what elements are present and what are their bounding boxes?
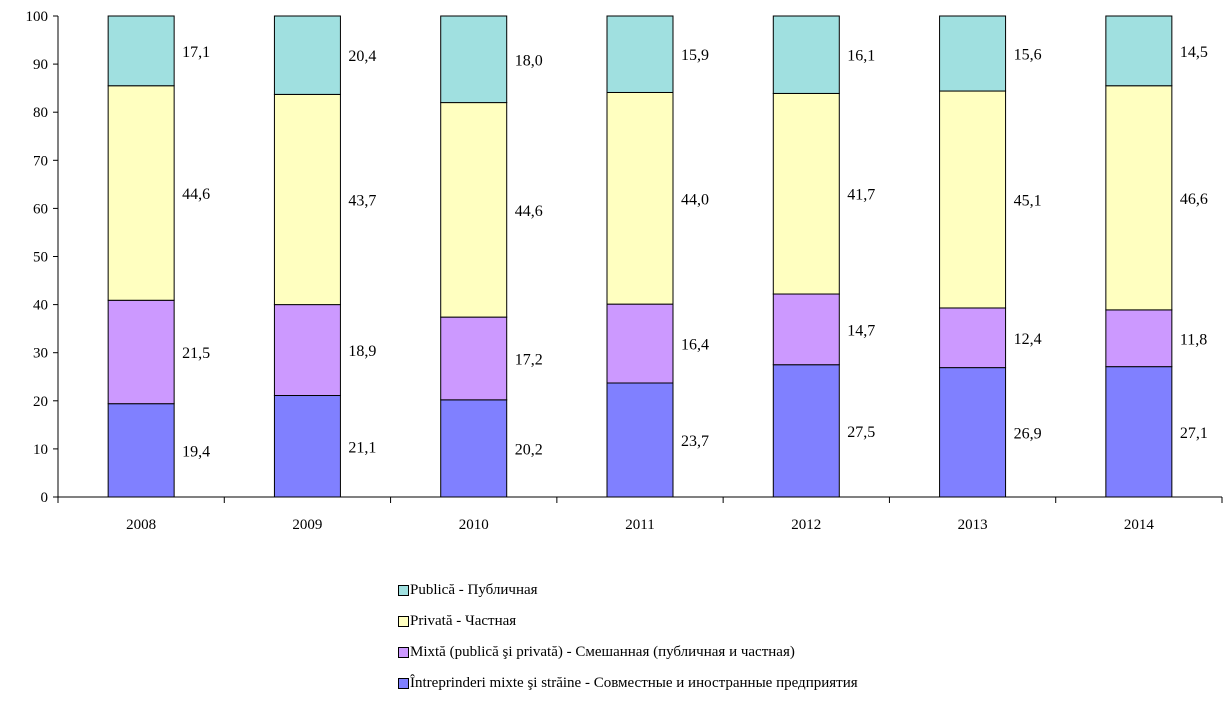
bar-segment [772,293,840,366]
data-label: 12,4 [1014,331,1042,348]
y-tick-label: 10 [33,442,48,458]
x-tick-label: 2011 [625,517,654,533]
bar-segment [440,102,508,318]
bar-segment [273,93,341,306]
bar-segment [107,15,175,87]
data-label: 16,1 [847,48,875,65]
data-label: 44,6 [182,186,210,203]
y-tick-label: 0 [41,490,49,506]
legend-item-joint-foreign: Întreprinderi mixte şi străine - Совмест… [398,673,1018,693]
y-tick-label: 100 [26,9,49,25]
y-tick-label: 70 [33,153,48,169]
data-label: 19,4 [182,443,210,460]
bar-segment [606,91,674,305]
data-label: 26,9 [1014,425,1042,442]
data-label: 17,2 [515,351,543,368]
bar-segment [107,299,175,405]
legend-item-mixed: Mixtă (publică şi privată) - Смешанная (… [398,642,1018,662]
data-label: 16,4 [681,337,709,354]
bar-segment [440,399,508,498]
data-label: 17,1 [182,44,210,61]
data-label: 14,7 [847,322,875,339]
y-tick-label: 40 [33,298,48,314]
bar-segment [1105,309,1173,368]
data-label: 15,9 [681,47,709,64]
data-label: 44,6 [515,203,543,220]
legend-swatch-mixed [398,647,409,658]
legend: Publică - Публичная Privată - Частная Mi… [398,580,1018,704]
legend-label-public: Publică - Публичная [410,582,538,598]
bar-segment [939,15,1007,92]
data-label: 21,5 [182,345,210,362]
data-label: 44,0 [681,191,709,208]
stacked-bar-chart: 0 10 20 30 40 50 60 70 80 90 100 2008 2009 2010 2011 20… [26,9,1223,533]
x-tick-label: 2014 [1124,517,1155,533]
y-tick-label: 90 [33,57,48,73]
bar-segment [273,395,341,498]
x-tick-label: 2009 [292,517,322,533]
data-label: 20,4 [348,48,376,65]
data-label: 27,5 [847,424,875,441]
bar-segment [1105,366,1173,498]
bar-segment [939,367,1007,498]
x-tick-label: 2010 [459,517,489,533]
x-tick-label: 2008 [126,517,156,533]
y-tick-label: 20 [33,394,48,410]
bar-segment [107,85,175,301]
y-tick-label: 30 [33,346,48,362]
data-label: 41,7 [847,187,875,204]
bar-segment [772,364,840,498]
bar-segment [772,15,840,94]
legend-item-private: Privată - Частная [398,611,1018,631]
y-tick-label: 60 [33,201,48,217]
data-label: 18,9 [348,343,376,360]
data-label: 11,8 [1180,331,1207,348]
bar-segment [440,15,508,104]
legend-label-mixed: Mixtă (publică şi privată) - Смешанная (… [410,644,795,660]
data-label: 23,7 [681,433,709,450]
bar-segment [107,403,175,498]
data-label: 45,1 [1014,193,1042,210]
data-label: 18,0 [515,52,543,69]
data-label: 15,6 [1014,47,1042,64]
legend-label-joint-foreign: Întreprinderi mixte şi străine - Совмест… [410,675,858,691]
bar-segment [939,90,1007,309]
bar-segment [1105,85,1173,311]
legend-label-private: Privată - Частная [410,613,517,629]
legend-item-public: Publică - Публичная [398,580,1018,600]
bar-segment [440,316,508,401]
bar-segment [772,92,840,295]
data-label: 27,1 [1180,425,1208,442]
bar-segment [606,15,674,93]
bar-segment [273,304,341,397]
data-label: 20,2 [515,441,543,458]
legend-swatch-joint-foreign [398,678,409,689]
data-label: 21,1 [348,439,376,456]
bar-segment [273,15,341,95]
x-tick-label: 2013 [958,517,988,533]
bar-segment [606,303,674,384]
bar-segment [939,307,1007,369]
data-label: 46,6 [1180,191,1208,208]
y-tick-label: 50 [33,250,48,266]
data-label: 43,7 [348,193,376,210]
y-tick-label: 80 [33,105,48,121]
legend-swatch-public [398,585,409,596]
bar-segment [606,382,674,498]
x-tick-label: 2012 [791,517,821,533]
legend-swatch-private [398,616,409,627]
data-label: 14,5 [1180,44,1208,61]
bar-segment [1105,15,1173,87]
